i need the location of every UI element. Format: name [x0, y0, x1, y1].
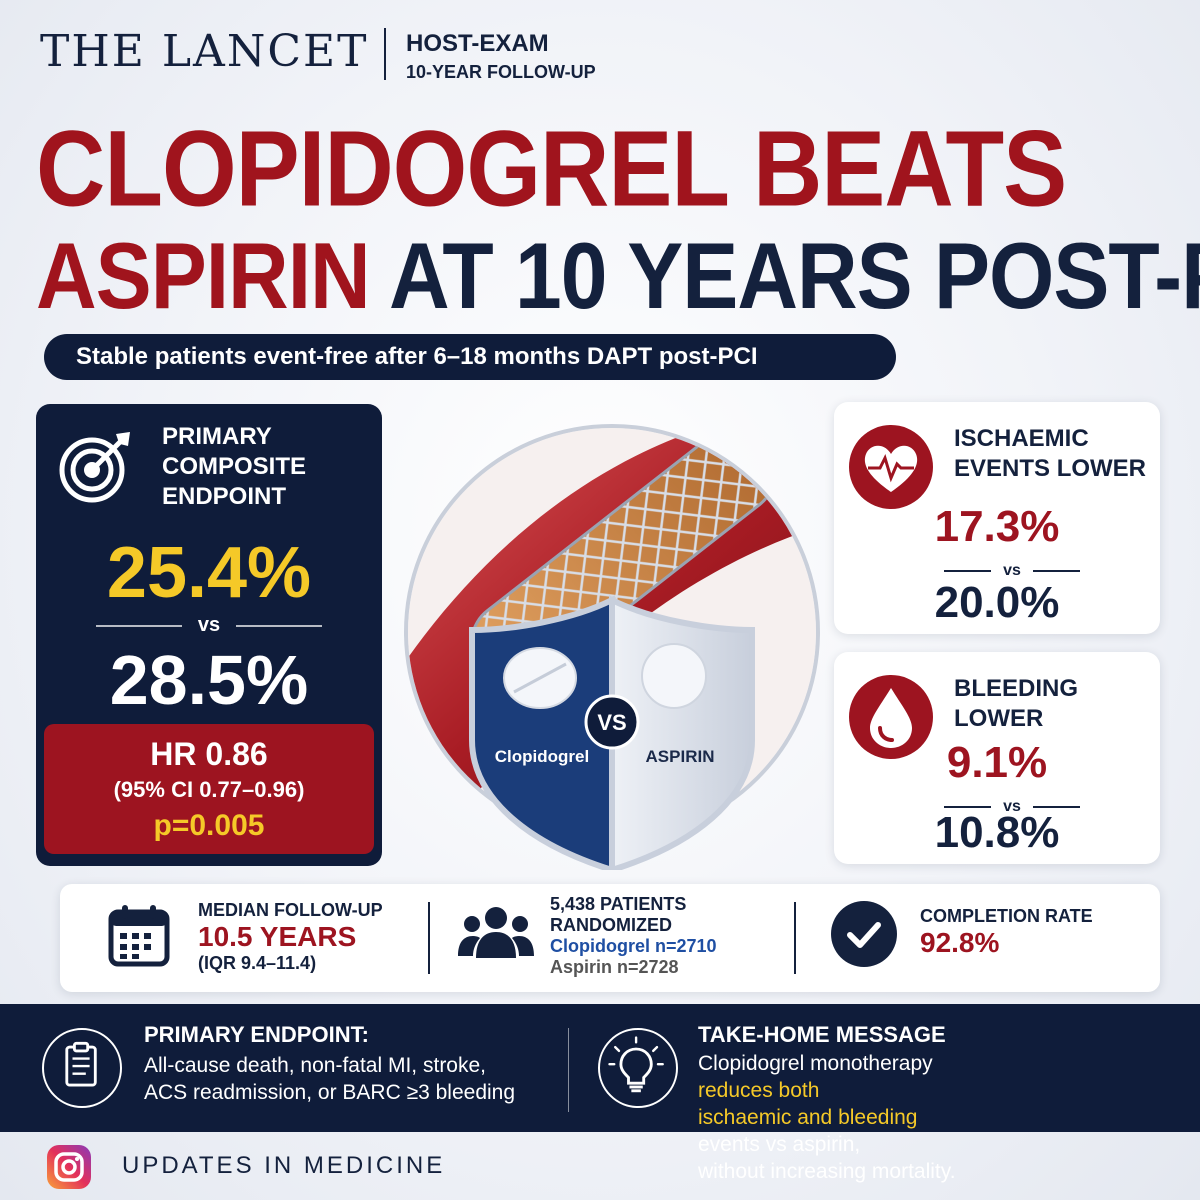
- summary-band: PRIMARY ENDPOINT: All-cause death, non-f…: [0, 1004, 1200, 1183]
- heart-pulse-icon: [849, 425, 933, 509]
- vs-line: [1032, 570, 1081, 572]
- vs-label: vs: [1003, 798, 1021, 815]
- lightbulb-icon-frame: [598, 1028, 678, 1108]
- vs-line: [236, 624, 322, 627]
- ischaemic-title-line: ISCHAEMIC: [954, 425, 1089, 452]
- aspirin-n: Aspirin n=2728: [550, 957, 679, 977]
- ischaemic-card: ISCHAEMIC EVENTS LOWER 17.3% vs 20.0%: [834, 402, 1160, 634]
- confidence-interval: (95% CI 0.77–0.96): [113, 777, 305, 802]
- endpoint-definition-title: PRIMARY ENDPOINT:: [144, 1022, 369, 1047]
- brand-divider: [384, 28, 386, 80]
- headline-aspirin: ASPIRIN: [36, 223, 371, 329]
- ischaemic-title-line: EVENTS LOWER: [954, 455, 1147, 482]
- takehome-text-part: Clopidogrel monotherapy: [698, 1052, 933, 1075]
- target-icon: [59, 432, 130, 503]
- endpoint-definition-line: All-cause death, non-fatal MI, stroke,: [144, 1054, 486, 1077]
- ischaemic-vs: vs: [944, 562, 1081, 580]
- footer-handle[interactable]: UPDATES IN MEDICINE: [122, 1152, 446, 1179]
- p-value: p=0.005: [153, 809, 265, 842]
- clipboard-icon-frame: [42, 1028, 122, 1108]
- takehome-highlight: reduces both: [698, 1079, 820, 1102]
- primary-aspirin-rate: 28.5%: [109, 641, 309, 719]
- takehome-line-2: ischaemic and bleeding events vs aspirin…: [698, 1104, 956, 1158]
- band-divider: [568, 1028, 569, 1112]
- clipboard-icon: [65, 1041, 97, 1087]
- takehome-line-3: without increasing mortality.: [698, 1160, 956, 1183]
- journal-brand: THE LANCET: [40, 26, 369, 77]
- shield-right-label: ASPIRIN: [646, 747, 715, 766]
- takehome-text-part: events vs aspirin,: [698, 1133, 861, 1156]
- completion-value: 92.8%: [920, 927, 1000, 958]
- endpoint-definition-line: ACS readmission, or BARC ≥3 bleeding: [144, 1081, 516, 1104]
- patients-line: 5,438 PATIENTS: [550, 894, 687, 914]
- subtitle-pill: Stable patients event-free after 6–18 mo…: [44, 334, 896, 380]
- strip-divider: [794, 902, 796, 974]
- vs-label: vs: [1003, 562, 1021, 579]
- primary-endpoint-card: PRIMARY COMPOSITE ENDPOINT 25.4% vs 28.5…: [36, 404, 382, 866]
- hazard-ratio-box: HR 0.86 (95% CI 0.77–0.96) p=0.005: [44, 724, 374, 854]
- clopidogrel-n: Clopidogrel n=2710: [550, 936, 717, 956]
- vs-line: [1032, 806, 1081, 808]
- blood-drop-icon: [849, 675, 933, 759]
- bleeding-title-line: BLEEDING: [954, 675, 1079, 702]
- calendar-icon: [108, 905, 170, 967]
- patients-line: RANDOMIZED: [550, 915, 672, 935]
- trial-series-sub: 10-YEAR FOLLOW-UP: [406, 62, 596, 82]
- followup-label: MEDIAN FOLLOW-UP: [198, 900, 383, 920]
- trial-stats-strip: MEDIAN FOLLOW-UP 10.5 YEARS (IQR 9.4–11.…: [60, 884, 1160, 992]
- primary-title-line: COMPOSITE: [162, 453, 307, 480]
- instagram-icon[interactable]: [46, 1144, 92, 1190]
- stent-shield-illustration: VS Clopidogrel ASPIRIN: [404, 424, 820, 870]
- followup-value: 10.5 YEARS: [198, 921, 357, 952]
- followup-stat: MEDIAN FOLLOW-UP 10.5 YEARS (IQR 9.4–11.…: [198, 900, 383, 974]
- vs-badge: [584, 694, 640, 750]
- bleeding-aspirin-rate: 10.8%: [934, 808, 1060, 857]
- primary-title-line: PRIMARY: [162, 423, 272, 450]
- takehome-title: TAKE-HOME MESSAGE: [698, 1022, 946, 1047]
- aspirin-pill: [641, 643, 707, 709]
- vs-label: vs: [197, 614, 221, 636]
- patients-stat: 5,438 PATIENTS RANDOMIZED Clopidogrel n=…: [550, 894, 717, 978]
- primary-endpoint-title: PRIMARY COMPOSITE ENDPOINT: [162, 422, 306, 512]
- takehome-line-1: Clopidogrel monotherapy reduces both: [698, 1050, 956, 1104]
- shield-left-label: Clopidogrel: [495, 747, 589, 766]
- completion-label: COMPLETION RATE: [920, 906, 1093, 926]
- vs-line: [96, 624, 182, 627]
- shield: VS Clopidogrel ASPIRIN: [469, 595, 755, 870]
- primary-title-line: ENDPOINT: [162, 483, 287, 510]
- bleeding-title: BLEEDING LOWER: [954, 674, 1078, 734]
- trial-name: HOST-EXAM 10-YEAR FOLLOW-UP: [406, 30, 596, 83]
- primary-clopidogrel-rate: 25.4%: [106, 533, 312, 613]
- shield-vs: VS: [597, 710, 626, 735]
- vs-line: [944, 570, 992, 572]
- headline-rest: AT 10 YEARS POST-PCI: [388, 223, 1200, 329]
- lightbulb-icon: [608, 1036, 664, 1093]
- bleeding-vs: vs: [944, 798, 1081, 816]
- vs-line: [944, 806, 992, 808]
- ischaemic-clopidogrel-rate: 17.3%: [934, 502, 1060, 551]
- hazard-ratio: HR 0.86: [150, 736, 268, 772]
- checkmark-icon: [831, 901, 897, 967]
- strip-divider: [428, 902, 430, 974]
- completion-stat: COMPLETION RATE 92.8%: [920, 906, 1093, 959]
- primary-vs: vs: [96, 614, 322, 637]
- trial-series: HOST-EXAM: [406, 30, 549, 57]
- people-group-icon: [458, 907, 534, 958]
- takehome-text: Clopidogrel monotherapy reduces both isc…: [698, 1050, 956, 1185]
- ischaemic-title: ISCHAEMIC EVENTS LOWER: [954, 424, 1146, 484]
- takehome-highlight: ischaemic and bleeding: [698, 1106, 918, 1129]
- ischaemic-aspirin-rate: 20.0%: [934, 578, 1060, 627]
- bleeding-card: BLEEDING LOWER 9.1% vs 10.8%: [834, 652, 1160, 864]
- bleeding-clopidogrel-rate: 9.1%: [946, 738, 1048, 787]
- endpoint-definition-text: All-cause death, non-fatal MI, stroke, A…: [144, 1052, 515, 1106]
- headline-line-1: CLOPIDOGREL BEATS: [36, 109, 1067, 229]
- headline-line-2: ASPIRIN AT 10 YEARS POST-PCI: [36, 222, 1200, 331]
- bleeding-title-line: LOWER: [954, 705, 1044, 732]
- followup-iqr: (IQR 9.4–11.4): [198, 953, 317, 973]
